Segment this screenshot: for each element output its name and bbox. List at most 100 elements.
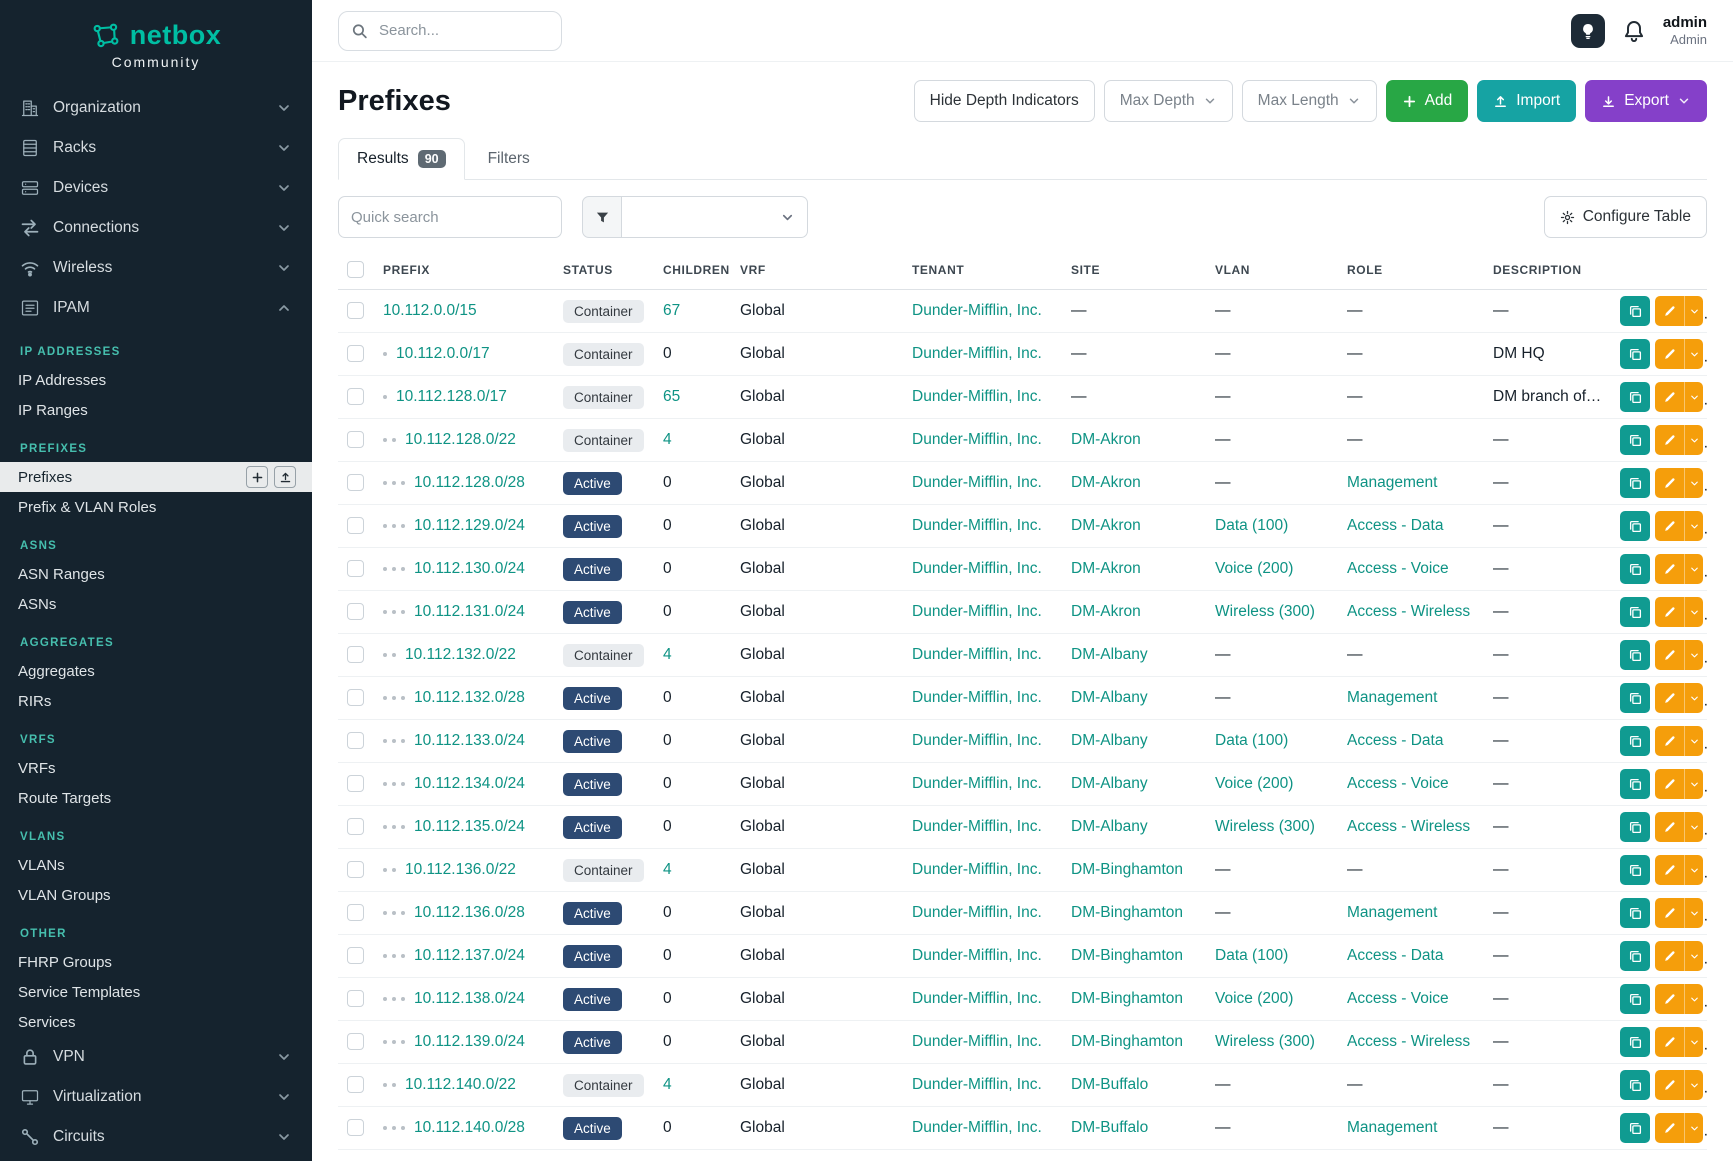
row-checkbox[interactable] [347,904,364,922]
tenant-link[interactable]: Dunder-Mifflin, Inc. [912,990,1042,1007]
edit-dropdown-button[interactable] [1684,984,1703,1014]
column-header-tenant[interactable]: Tenant [903,250,1062,290]
vlan-link[interactable]: Wireless (300) [1215,1033,1315,1050]
tenant-link[interactable]: Dunder-Mifflin, Inc. [912,431,1042,448]
role-link[interactable]: Access - Data [1347,732,1444,749]
row-checkbox[interactable] [347,388,364,406]
edit-button[interactable] [1655,597,1684,627]
clone-button[interactable] [1620,855,1650,885]
clone-button[interactable] [1620,468,1650,498]
edit-dropdown-button[interactable] [1684,769,1703,799]
prefix-link[interactable]: 10.112.131.0/24 [414,603,525,620]
sidebar-item-asn-ranges[interactable]: ASN Ranges [18,565,105,583]
site-link[interactable]: DM-Buffalo [1071,1119,1149,1136]
edit-dropdown-button[interactable] [1684,812,1703,842]
edit-button[interactable] [1655,769,1684,799]
clone-button[interactable] [1620,1113,1650,1143]
clone-button[interactable] [1620,640,1650,670]
export-button[interactable]: Export [1585,80,1707,122]
row-checkbox[interactable] [347,517,364,535]
children-count[interactable]: 0 [663,904,672,921]
role-link[interactable]: — [1347,388,1363,405]
site-link[interactable]: DM-Akron [1071,603,1141,620]
edit-dropdown-button[interactable] [1684,382,1703,412]
notifications-button[interactable] [1622,19,1646,43]
prefix-link[interactable]: 10.112.129.0/24 [414,517,525,534]
children-count[interactable]: 67 [663,302,681,319]
quick-search-input[interactable] [338,196,562,238]
children-count[interactable]: 0 [663,818,672,835]
role-link[interactable]: Management [1347,904,1438,921]
children-count[interactable]: 0 [663,1033,672,1050]
role-link[interactable]: Access - Wireless [1347,603,1471,620]
role-link[interactable]: Management [1347,474,1438,491]
tenant-link[interactable]: Dunder-Mifflin, Inc. [912,1119,1042,1136]
row-checkbox[interactable] [347,775,364,793]
sidebar-item-fhrp-groups[interactable]: FHRP Groups [18,953,112,971]
edit-dropdown-button[interactable] [1684,425,1703,455]
edit-button[interactable] [1655,1070,1684,1100]
clone-button[interactable] [1620,726,1650,756]
prefix-link[interactable]: 10.112.0.0/17 [396,345,490,362]
role-link[interactable]: — [1347,431,1363,448]
add-button[interactable]: Add [1385,80,1469,122]
edit-dropdown-button[interactable] [1684,855,1703,885]
column-header-children[interactable]: Children [654,250,731,290]
vlan-link[interactable]: — [1215,474,1231,491]
netbox-logo[interactable]: netbox Community [0,0,312,78]
children-count[interactable]: 0 [663,474,672,491]
tenant-link[interactable]: Dunder-Mifflin, Inc. [912,689,1042,706]
vlan-link[interactable]: — [1215,689,1231,706]
global-search-input[interactable] [338,10,562,51]
prefix-link[interactable]: 10.112.134.0/24 [414,775,525,792]
edit-button[interactable] [1655,554,1684,584]
site-link[interactable]: DM-Binghamton [1071,904,1183,921]
vlan-link[interactable]: Data (100) [1215,732,1289,749]
edit-button[interactable] [1655,339,1684,369]
row-checkbox[interactable] [347,990,364,1008]
vlan-link[interactable]: Voice (200) [1215,990,1294,1007]
children-count[interactable]: 4 [663,431,672,448]
clone-button[interactable] [1620,769,1650,799]
role-link[interactable]: — [1347,646,1363,663]
sidebar-item-vlans[interactable]: VLANs [18,856,65,874]
sidebar-item-racks[interactable]: Racks [0,128,312,168]
user-menu[interactable]: admin Admin [1663,14,1707,48]
column-header-vrf[interactable]: VRF [731,250,903,290]
edit-button[interactable] [1655,898,1684,928]
edit-button[interactable] [1655,468,1684,498]
sidebar-item-ip-ranges[interactable]: IP Ranges [18,401,88,419]
tenant-link[interactable]: Dunder-Mifflin, Inc. [912,775,1042,792]
sidebar-item-vpn[interactable]: VPN [0,1037,312,1077]
clone-button[interactable] [1620,898,1650,928]
max-length-dropdown[interactable]: Max Length [1241,80,1377,122]
tenant-link[interactable]: Dunder-Mifflin, Inc. [912,345,1042,362]
edit-dropdown-button[interactable] [1684,941,1703,971]
children-count[interactable]: 0 [663,1119,672,1136]
clone-button[interactable] [1620,683,1650,713]
column-header-vlan[interactable]: VLAN [1206,250,1338,290]
tenant-link[interactable]: Dunder-Mifflin, Inc. [912,302,1042,319]
sidebar-item-ip-addresses[interactable]: IP Addresses [18,371,107,389]
edit-button[interactable] [1655,425,1684,455]
import-button[interactable]: Import [1477,80,1577,122]
sidebar-item-asns[interactable]: ASNs [18,595,57,613]
edit-dropdown-button[interactable] [1684,339,1703,369]
prefix-link[interactable]: 10.112.132.0/22 [405,646,516,663]
children-count[interactable]: 0 [663,517,672,534]
sidebar-item-circuits[interactable]: Circuits [0,1117,312,1157]
clone-button[interactable] [1620,425,1650,455]
vlan-link[interactable]: — [1215,904,1231,921]
edit-dropdown-button[interactable] [1684,1027,1703,1057]
edit-button[interactable] [1655,640,1684,670]
site-link[interactable]: DM-Albany [1071,732,1148,749]
clone-button[interactable] [1620,554,1650,584]
children-count[interactable]: 0 [663,990,672,1007]
children-count[interactable]: 0 [663,947,672,964]
sidebar-item-aggregates[interactable]: Aggregates [18,662,95,680]
tenant-link[interactable]: Dunder-Mifflin, Inc. [912,474,1042,491]
tenant-link[interactable]: Dunder-Mifflin, Inc. [912,861,1042,878]
vlan-link[interactable]: Voice (200) [1215,775,1294,792]
select-all-checkbox[interactable] [347,261,364,278]
role-link[interactable]: — [1347,861,1363,878]
